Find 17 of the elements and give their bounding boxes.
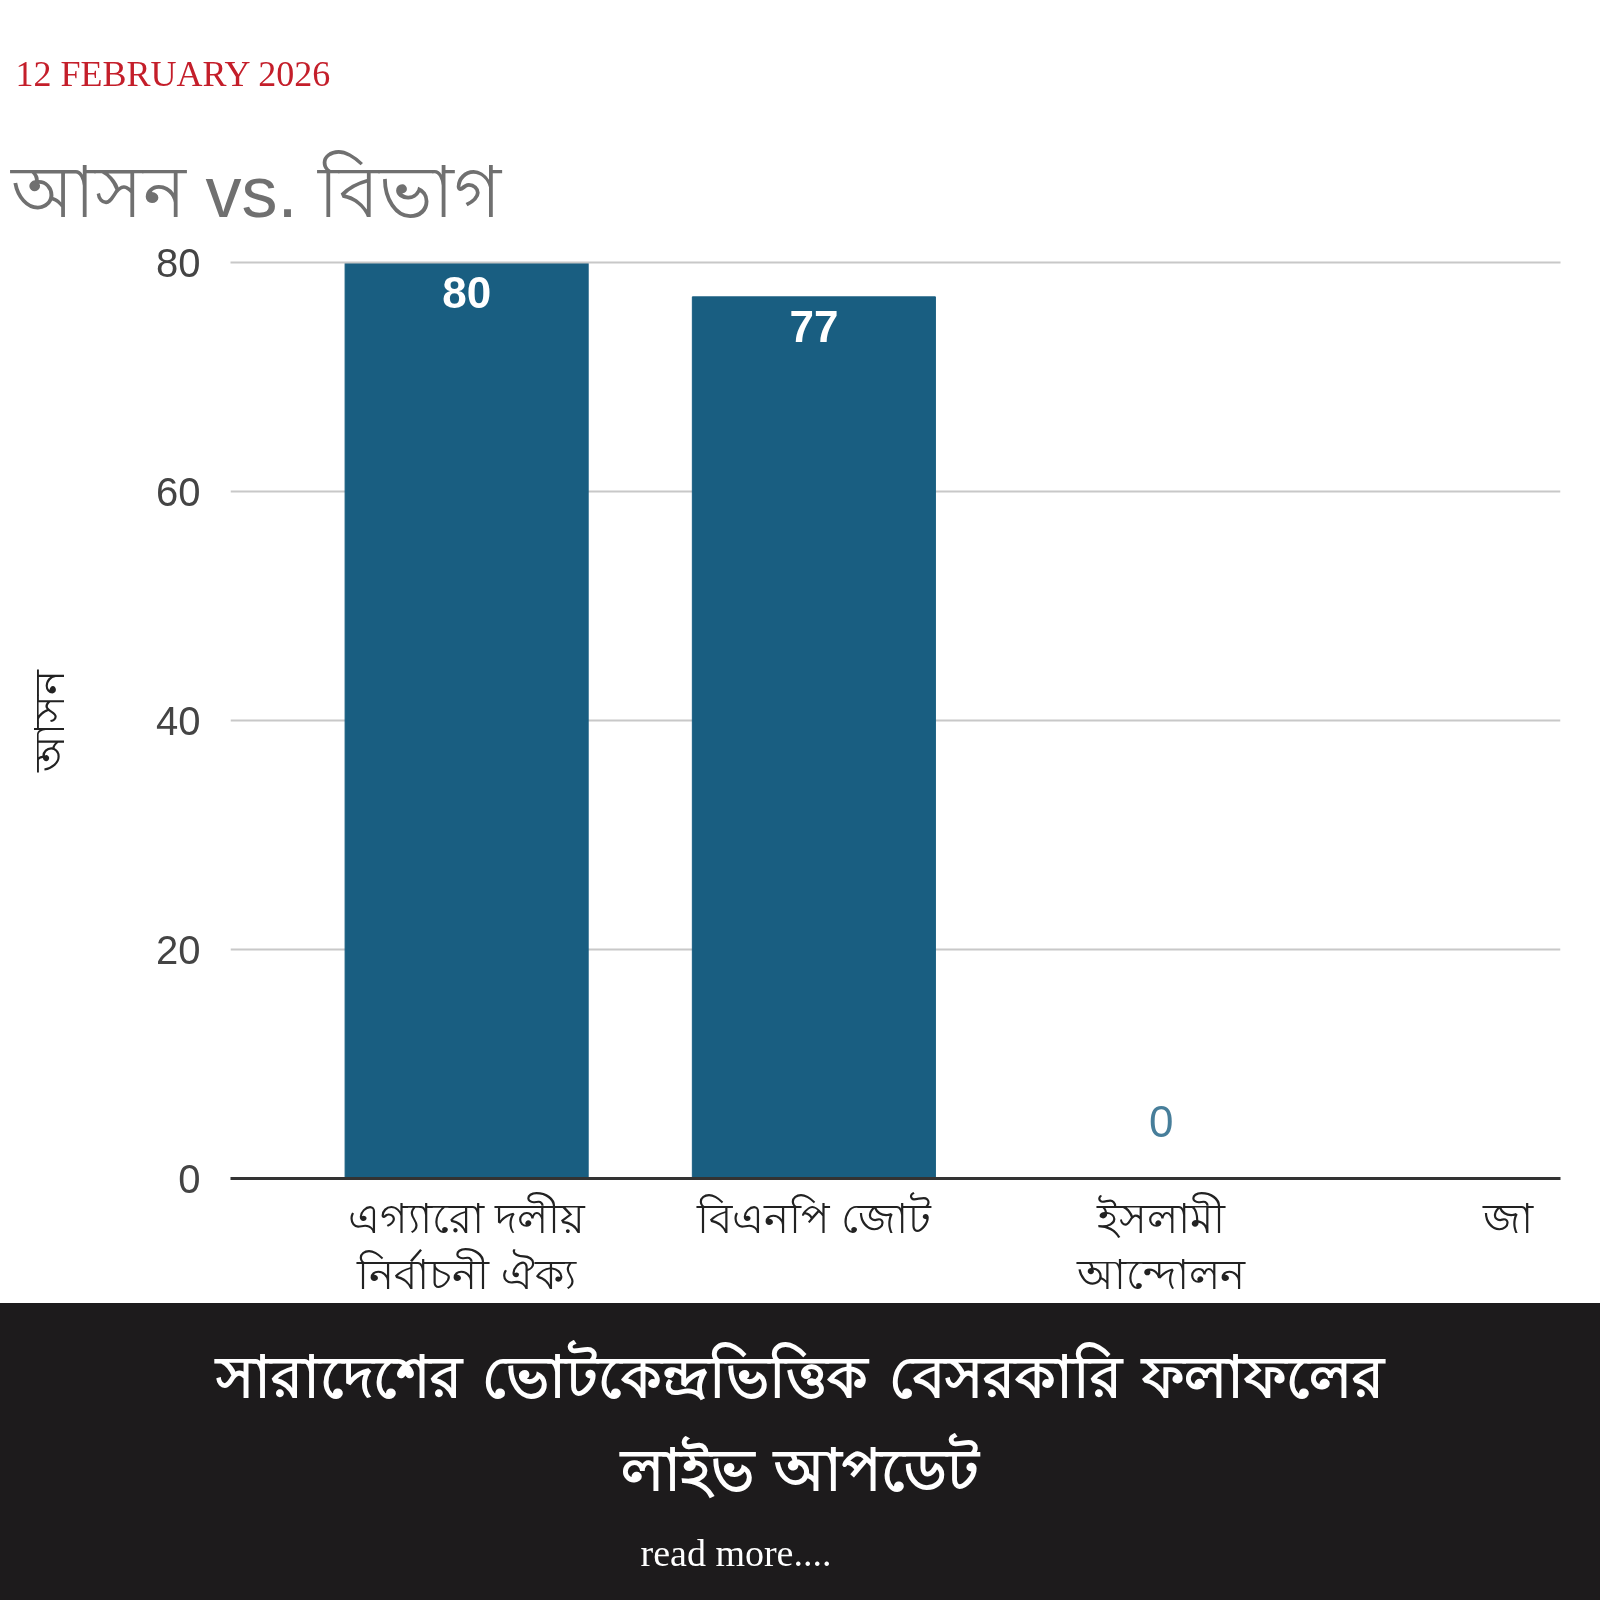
y-tick-label: 40: [156, 698, 201, 743]
y-axis-title: আসন: [26, 668, 74, 773]
y-tick-label: 60: [156, 469, 201, 514]
x-tick-label: এগ্যারো দলীয় নির্বাচনী ঐক্য: [347, 1191, 587, 1298]
y-tick-label: 80: [156, 240, 201, 285]
data-label: 77: [789, 301, 839, 351]
chart-title: আসন vs. বিভাগ: [9, 149, 503, 232]
text: 12 FEBRUARY 2026: [15, 53, 331, 94]
text: read more....: [640, 1532, 832, 1574]
x-tick-label: বিএনপি জোট: [695, 1191, 933, 1242]
y-tick-label: 0: [178, 1156, 201, 1201]
data-label: 0: [1148, 1096, 1174, 1146]
x-tick-label: ইসলামী আন্দোলন: [1076, 1191, 1247, 1298]
x-tick-label: জা: [1482, 1194, 1535, 1242]
data-label: 80: [442, 267, 492, 317]
text: সারাদেশের ভোটকেন্দ্রভিত্তিক বেসরকারি ফলাফলের লাইভ আপডেট: [213, 1339, 1387, 1506]
y-tick-label: 20: [156, 927, 201, 972]
